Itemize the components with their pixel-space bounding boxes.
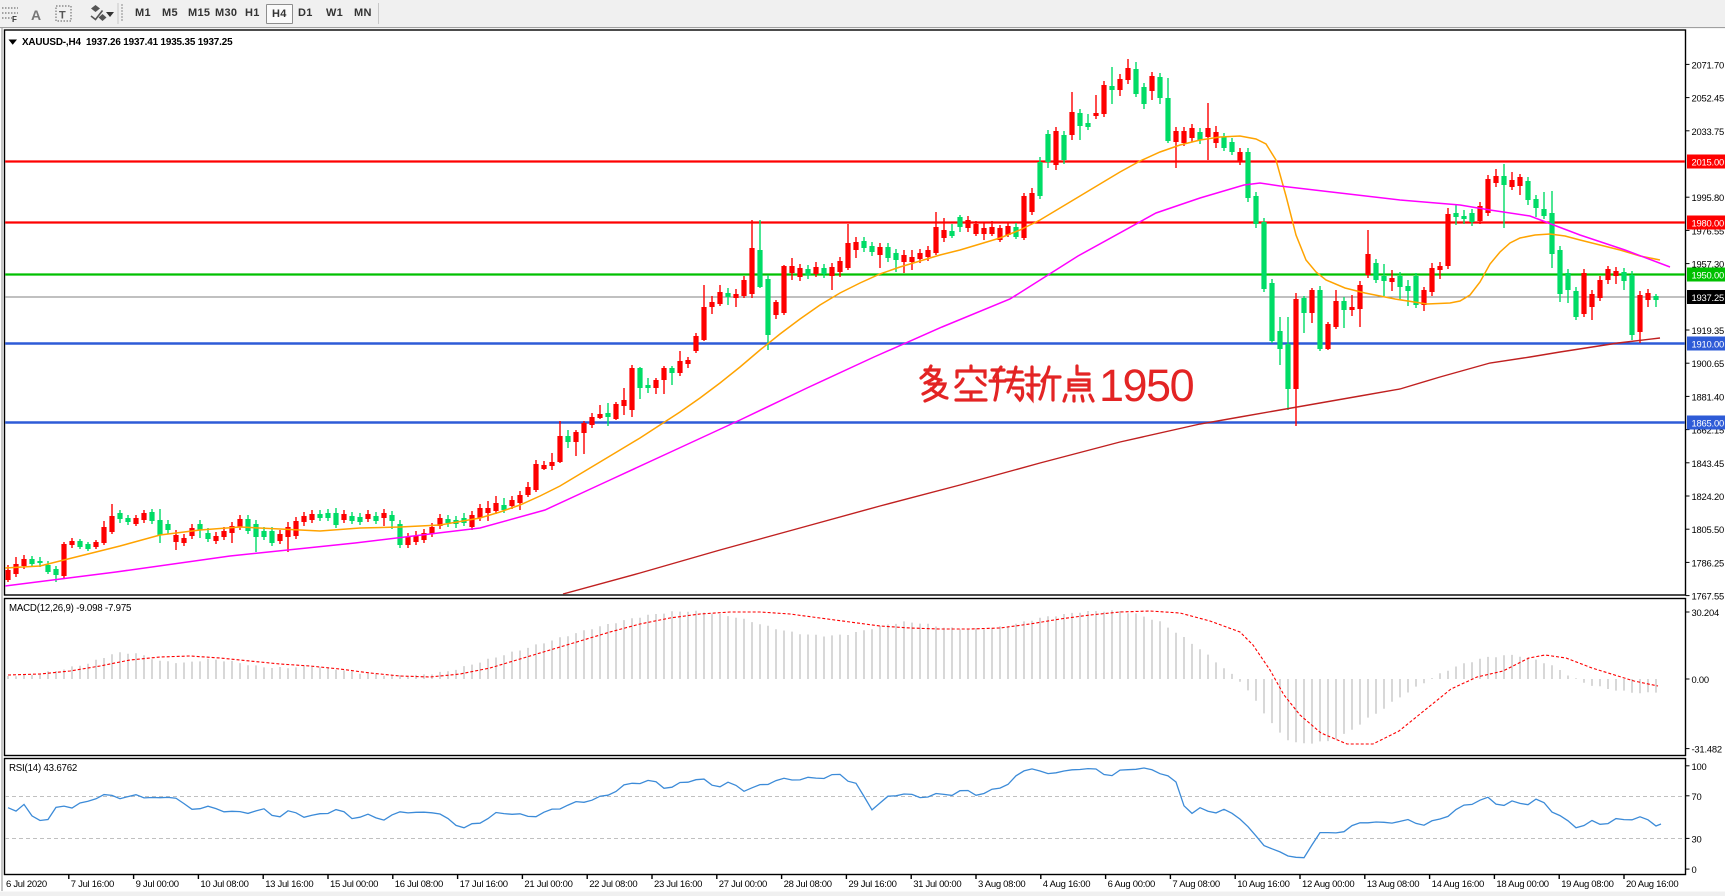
svg-text:1950.00: 1950.00 — [1692, 270, 1725, 281]
svg-text:0: 0 — [1692, 864, 1697, 875]
svg-text:30.204: 30.204 — [1692, 607, 1719, 618]
svg-text:7 Aug 08:00: 7 Aug 08:00 — [1172, 879, 1219, 890]
svg-text:6 Aug 00:00: 6 Aug 00:00 — [1108, 879, 1155, 890]
svg-text:10 Jul 08:00: 10 Jul 08:00 — [200, 879, 248, 890]
svg-text:15 Jul 00:00: 15 Jul 00:00 — [330, 879, 378, 890]
svg-text:2071.70: 2071.70 — [1692, 59, 1725, 70]
svg-text:-31.482: -31.482 — [1692, 744, 1722, 755]
svg-text:RSI(14) 43.6762: RSI(14) 43.6762 — [9, 763, 77, 774]
svg-text:1980.00: 1980.00 — [1692, 218, 1725, 229]
svg-text:16 Jul 08:00: 16 Jul 08:00 — [395, 879, 443, 890]
svg-text:21 Jul 00:00: 21 Jul 00:00 — [524, 879, 572, 890]
svg-text:0.00: 0.00 — [1692, 674, 1709, 685]
svg-text:20 Aug 16:00: 20 Aug 16:00 — [1626, 879, 1678, 890]
svg-text:10 Aug 16:00: 10 Aug 16:00 — [1237, 879, 1289, 890]
svg-text:30: 30 — [1692, 833, 1702, 844]
svg-text:23 Jul 16:00: 23 Jul 16:00 — [654, 879, 702, 890]
svg-text:1950: 1950 — [1099, 360, 1194, 411]
svg-text:29 Jul 16:00: 29 Jul 16:00 — [848, 879, 896, 890]
svg-text:T: T — [59, 10, 66, 22]
svg-text:1900.65: 1900.65 — [1692, 358, 1725, 369]
svg-text:1786.25: 1786.25 — [1692, 557, 1725, 568]
svg-text:17 Jul 16:00: 17 Jul 16:00 — [460, 879, 508, 890]
svg-text:100: 100 — [1692, 761, 1707, 772]
svg-text:1843.45: 1843.45 — [1692, 458, 1725, 469]
svg-text:9 Jul 00:00: 9 Jul 00:00 — [136, 879, 179, 890]
svg-text:MACD(12,26,9) -9.098 -7.975: MACD(12,26,9) -9.098 -7.975 — [9, 603, 131, 614]
svg-text:1881.40: 1881.40 — [1692, 391, 1725, 402]
svg-text:13 Jul 16:00: 13 Jul 16:00 — [265, 879, 313, 890]
svg-text:F: F — [12, 15, 17, 24]
svg-text:2052.45: 2052.45 — [1692, 93, 1725, 104]
svg-text:1995.80: 1995.80 — [1692, 192, 1725, 203]
svg-text:28 Jul 08:00: 28 Jul 08:00 — [784, 879, 832, 890]
svg-text:1865.00: 1865.00 — [1692, 418, 1725, 429]
svg-text:12 Aug 00:00: 12 Aug 00:00 — [1302, 879, 1354, 890]
svg-text:22 Jul 08:00: 22 Jul 08:00 — [589, 879, 637, 890]
svg-text:14 Aug 16:00: 14 Aug 16:00 — [1432, 879, 1484, 890]
svg-text:19 Aug 08:00: 19 Aug 08:00 — [1561, 879, 1613, 890]
svg-text:27 Jul 00:00: 27 Jul 00:00 — [719, 879, 767, 890]
svg-text:1976.55: 1976.55 — [1692, 225, 1725, 236]
svg-text:18 Aug 00:00: 18 Aug 00:00 — [1496, 879, 1548, 890]
svg-text:7 Jul 16:00: 7 Jul 16:00 — [71, 879, 114, 890]
svg-text:XAUUSD-,H4 1937.26 1937.41 19: XAUUSD-,H4 1937.26 1937.41 1935.35 1937.… — [22, 37, 233, 48]
svg-text:1919.35: 1919.35 — [1692, 325, 1725, 336]
svg-text:1937.25: 1937.25 — [1692, 292, 1725, 303]
svg-text:1767.55: 1767.55 — [1692, 591, 1725, 602]
svg-text:1805.50: 1805.50 — [1692, 524, 1725, 535]
svg-text:1862.15: 1862.15 — [1692, 425, 1725, 436]
svg-text:6 Jul 2020: 6 Jul 2020 — [6, 879, 47, 890]
svg-text:13 Aug 08:00: 13 Aug 08:00 — [1367, 879, 1419, 890]
svg-text:1824.20: 1824.20 — [1692, 491, 1725, 502]
svg-text:4 Aug 16:00: 4 Aug 16:00 — [1043, 879, 1090, 890]
svg-text:2015.00: 2015.00 — [1692, 157, 1725, 168]
svg-text:2033.75: 2033.75 — [1692, 126, 1725, 137]
svg-text:1910.00: 1910.00 — [1692, 339, 1725, 350]
svg-text:31 Jul 00:00: 31 Jul 00:00 — [913, 879, 961, 890]
svg-text:A: A — [31, 7, 41, 23]
svg-text:3 Aug 08:00: 3 Aug 08:00 — [978, 879, 1025, 890]
svg-text:70: 70 — [1692, 791, 1702, 802]
svg-text:1957.30: 1957.30 — [1692, 259, 1725, 270]
